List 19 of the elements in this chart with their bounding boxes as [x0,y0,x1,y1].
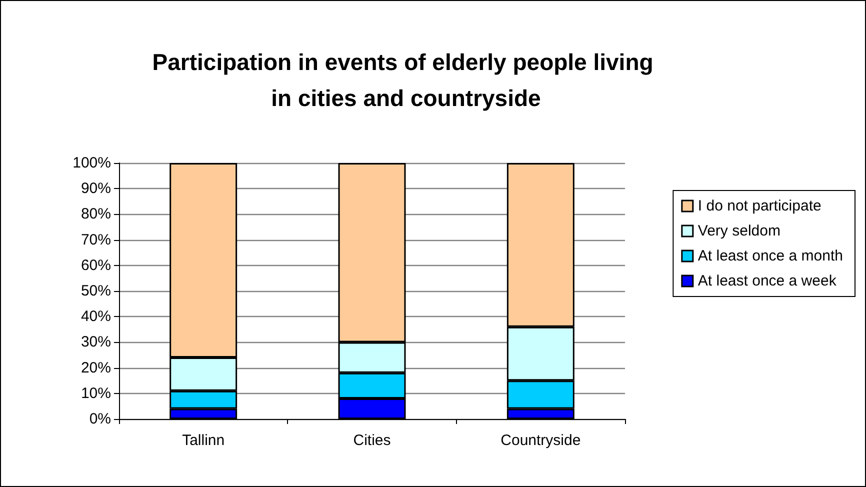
y-tick-label: 40% [80,308,111,326]
y-tick-label: 100% [72,154,111,172]
x-tick-label: Cities [353,432,391,449]
y-tick-label: 50% [80,282,111,300]
x-tick-label: Countryside [500,432,581,449]
y-tick-label: 0% [89,410,111,428]
y-tick-label: 70% [80,231,111,248]
legend-label: Very seldom [698,222,780,240]
chart-title: Participation in events of elderly people living in cities and countryside [152,49,660,111]
legend-label: At least once a month [698,248,844,264]
y-tick-label: 90% [80,180,111,198]
y-tick-label: 30% [80,334,111,351]
legend-label: At least once a week [698,272,837,290]
x-tick-label: Tallinn [182,432,225,449]
y-tick-label: 10% [80,384,111,402]
y-tick-label: 60% [80,256,111,274]
y-tick-label: 20% [80,359,111,376]
legend-label: I do not participate [698,198,822,214]
y-tick-label: 80% [80,206,111,223]
